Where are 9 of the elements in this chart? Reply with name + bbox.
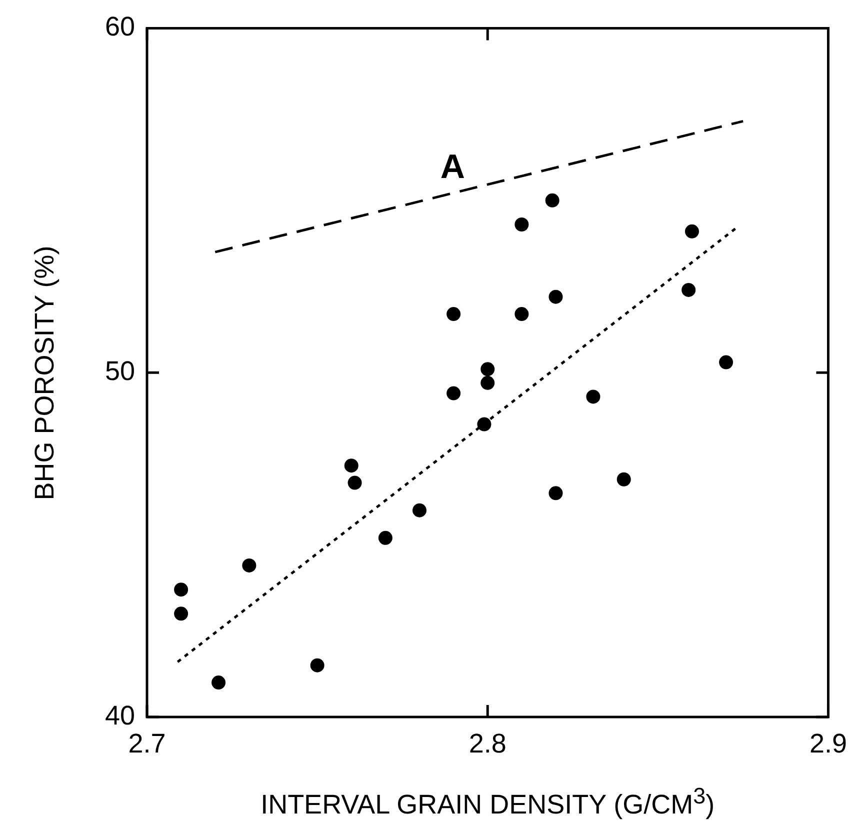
y-tick-label: 60 (104, 12, 135, 42)
y-tick-label: 40 (104, 700, 135, 730)
annotation: A (440, 148, 465, 186)
x-tick-label: 2.7 (128, 728, 166, 759)
y-tick-label: 50 (104, 356, 135, 386)
x-axis-title: INTERVAL GRAIN DENSITY (G/CM$^{3}$) (260, 784, 715, 820)
y-axis-title: BHG POROSITY (%) (30, 245, 60, 500)
x-tick-label: 2.8 (468, 728, 506, 759)
x-tick-label: 2.9 (809, 728, 848, 759)
